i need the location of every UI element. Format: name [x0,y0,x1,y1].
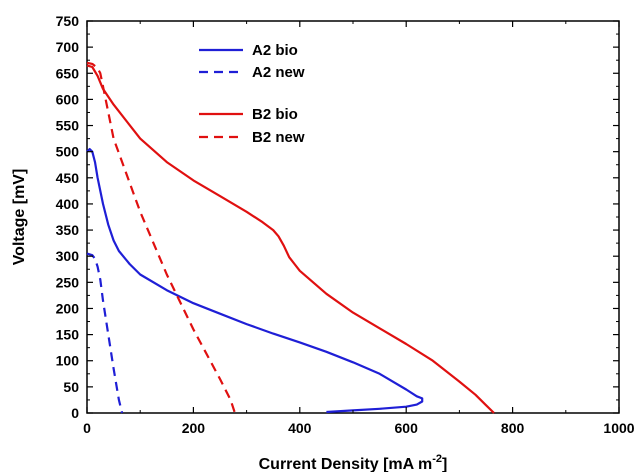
legend: A2 bio A2 new B2 bio B2 new [199,42,305,146]
plot-frame [86,20,620,414]
y-tick-label: 650 [56,65,80,81]
series-line-a2-bio [86,148,424,414]
x-tick-label: 600 [395,420,419,436]
legend-label: B2 new [252,129,305,146]
x-axis-title-end: ] [442,456,447,472]
legend-label: A2 new [252,64,305,81]
y-axis: 0 50 100 150 200 250 300 350 400 450 500 550 600 650 7… [56,13,619,421]
y-tick-label: 50 [63,379,79,395]
x-tick-label: 1000 [603,420,634,436]
y-tick-label: 350 [56,222,80,238]
legend-label: B2 bio [252,106,298,123]
x-axis-title: Current Density [mA m-2] [259,453,448,472]
x-tick-label: 400 [288,420,312,436]
y-tick-label: 150 [56,327,80,343]
y-tick-label: 450 [56,170,80,186]
x-tick-label: 0 [83,420,91,436]
y-tick-label: 700 [56,39,80,55]
y-tick-label: 300 [56,248,80,264]
x-tick-label: 800 [501,420,525,436]
y-tick-label: 750 [56,13,80,29]
x-axis: 0 200 400 600 800 1000 [83,21,635,436]
y-tick-label: 550 [56,118,80,134]
y-tick-label: 200 [56,300,80,316]
x-axis-title-superscript: -2 [432,453,442,465]
y-tick-label: 100 [56,353,80,369]
x-tick-label: 200 [182,420,206,436]
y-tick-label: 600 [56,91,80,107]
series-line-b2-bio [86,64,495,414]
series-line-a2-new [86,252,124,414]
y-tick-label: 500 [56,144,80,160]
y-axis-title: Voltage [mV] [11,169,28,266]
series-line-b2-new [86,61,236,414]
y-tick-label: 0 [71,405,79,421]
y-tick-label: 250 [56,274,80,290]
series-layer [86,61,495,414]
legend-label: A2 bio [252,42,298,59]
y-tick-label: 400 [56,196,80,212]
